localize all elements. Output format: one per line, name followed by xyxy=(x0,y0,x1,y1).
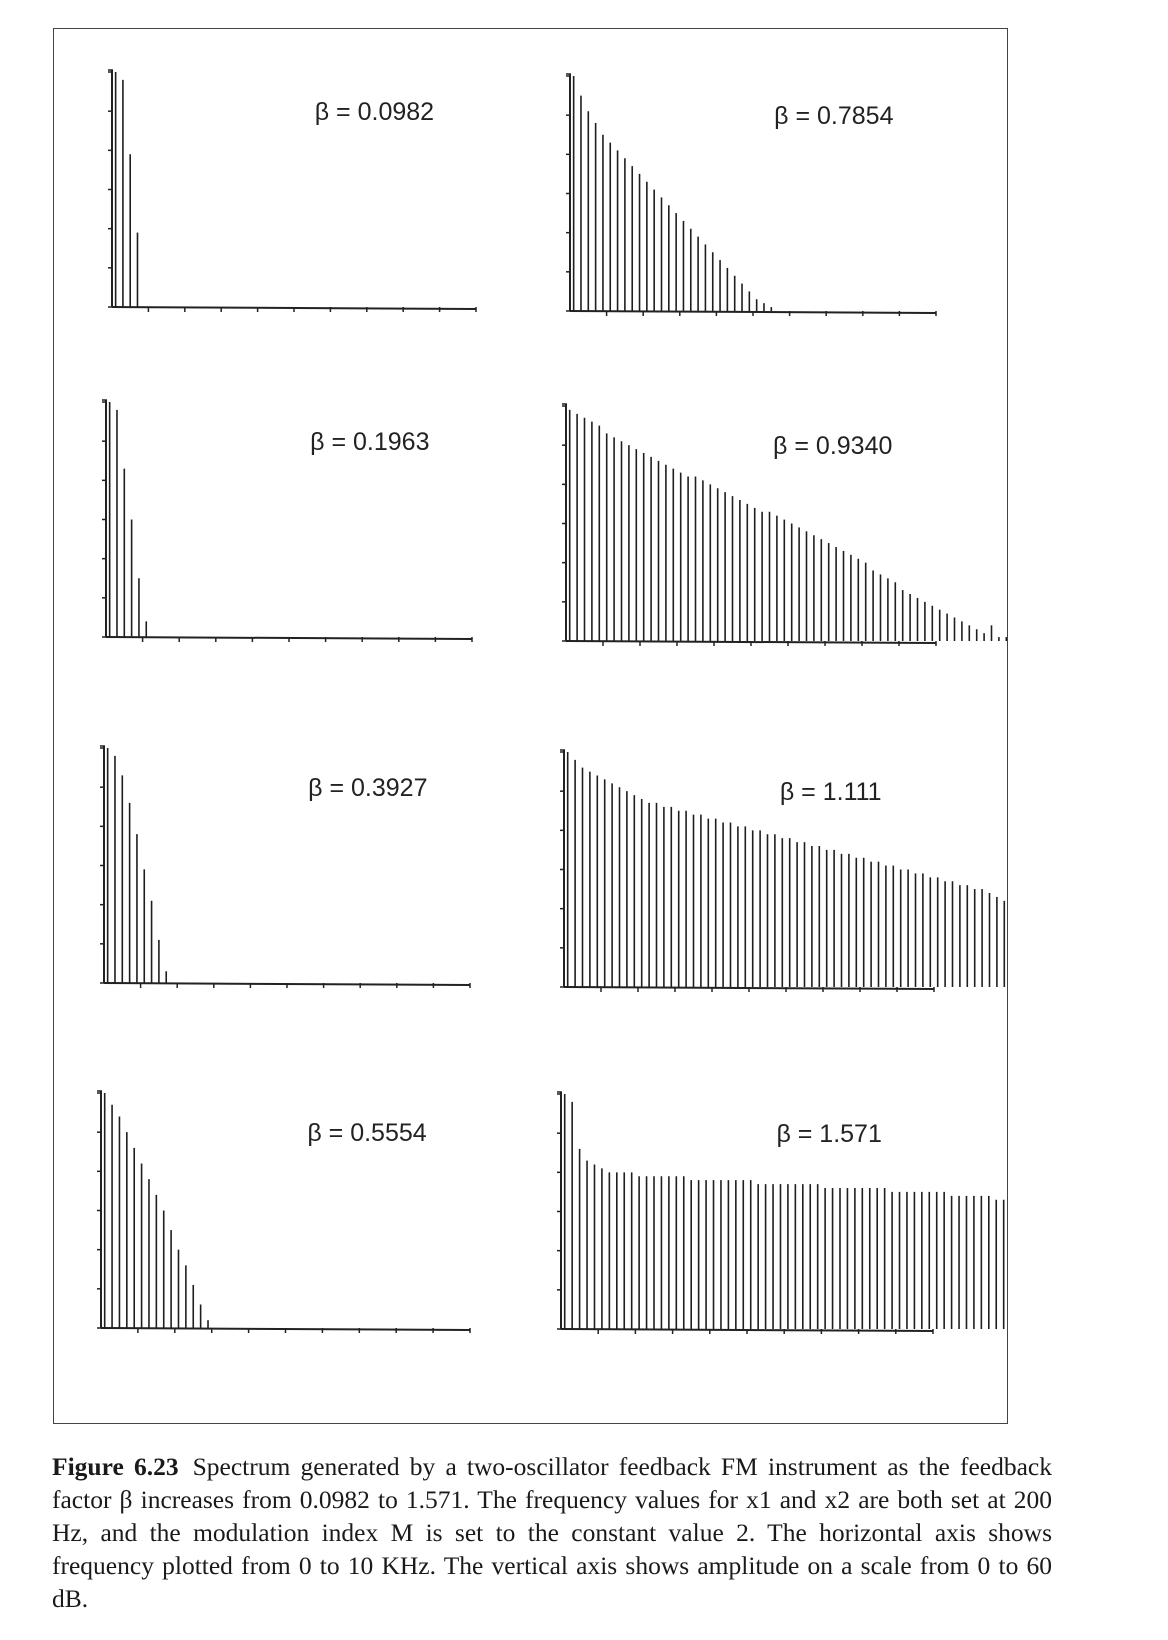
spectrum-plot: β = 0.5554 xyxy=(97,1090,471,1333)
beta-label: β = 1.571 xyxy=(776,1120,881,1148)
spectrum-plot: β = 0.7854 xyxy=(566,73,937,316)
spectrum-panel-3: β = 0.3927 xyxy=(100,744,472,989)
spectrum-bars xyxy=(568,409,1008,641)
beta-label: β = 0.0982 xyxy=(315,98,434,126)
beta-label: β = 0.5554 xyxy=(307,1119,426,1147)
spectrum-bars xyxy=(572,76,773,311)
figure-frame xyxy=(53,28,1008,1424)
beta-label: β = 0.3927 xyxy=(308,774,427,802)
spectrum-bars xyxy=(106,748,168,983)
spectrum-panel-6: β = 0.9340 xyxy=(562,402,1008,647)
spectrum-plot: β = 1.111 xyxy=(560,749,1006,992)
spectrum-panel-5: β = 0.7854 xyxy=(566,72,938,317)
spectrum-plot: β = 0.1963 xyxy=(102,399,473,642)
figure-caption: Figure 6.23 Spectrum generated by a two-o… xyxy=(52,1450,1052,1615)
spectrum-panel-4: β = 0.5554 xyxy=(97,1089,472,1334)
spectrum-bars xyxy=(108,402,148,637)
beta-label: β = 0.7854 xyxy=(774,102,893,130)
beta-label: β = 1.111 xyxy=(780,778,882,806)
beta-label: β = 0.9340 xyxy=(773,432,892,460)
caption-text: Spectrum generated by a two-oscillator f… xyxy=(52,1452,1052,1613)
figure-label: Figure 6.23 xyxy=(52,1452,179,1481)
beta-label: β = 0.1963 xyxy=(310,428,429,456)
spectrum-plot: β = 0.9340 xyxy=(562,403,1008,646)
spectrum-panel-2: β = 0.1963 xyxy=(102,398,474,643)
spectrum-bars xyxy=(103,1093,209,1328)
spectrum-bars xyxy=(114,72,139,307)
spectrum-plot: β = 0.3927 xyxy=(100,745,471,988)
spectrum-panel-1: β = 0.0982 xyxy=(108,68,478,313)
spectrum-plot: β = 0.0982 xyxy=(108,69,477,312)
spectrum-bars xyxy=(563,1094,1005,1329)
spectrum-bars xyxy=(566,752,1006,987)
spectrum-plot: β = 1.571 xyxy=(557,1091,1005,1334)
spectrum-panel-7: β = 1.111 xyxy=(560,748,1006,993)
spectrum-panel-8: β = 1.571 xyxy=(557,1090,1005,1335)
